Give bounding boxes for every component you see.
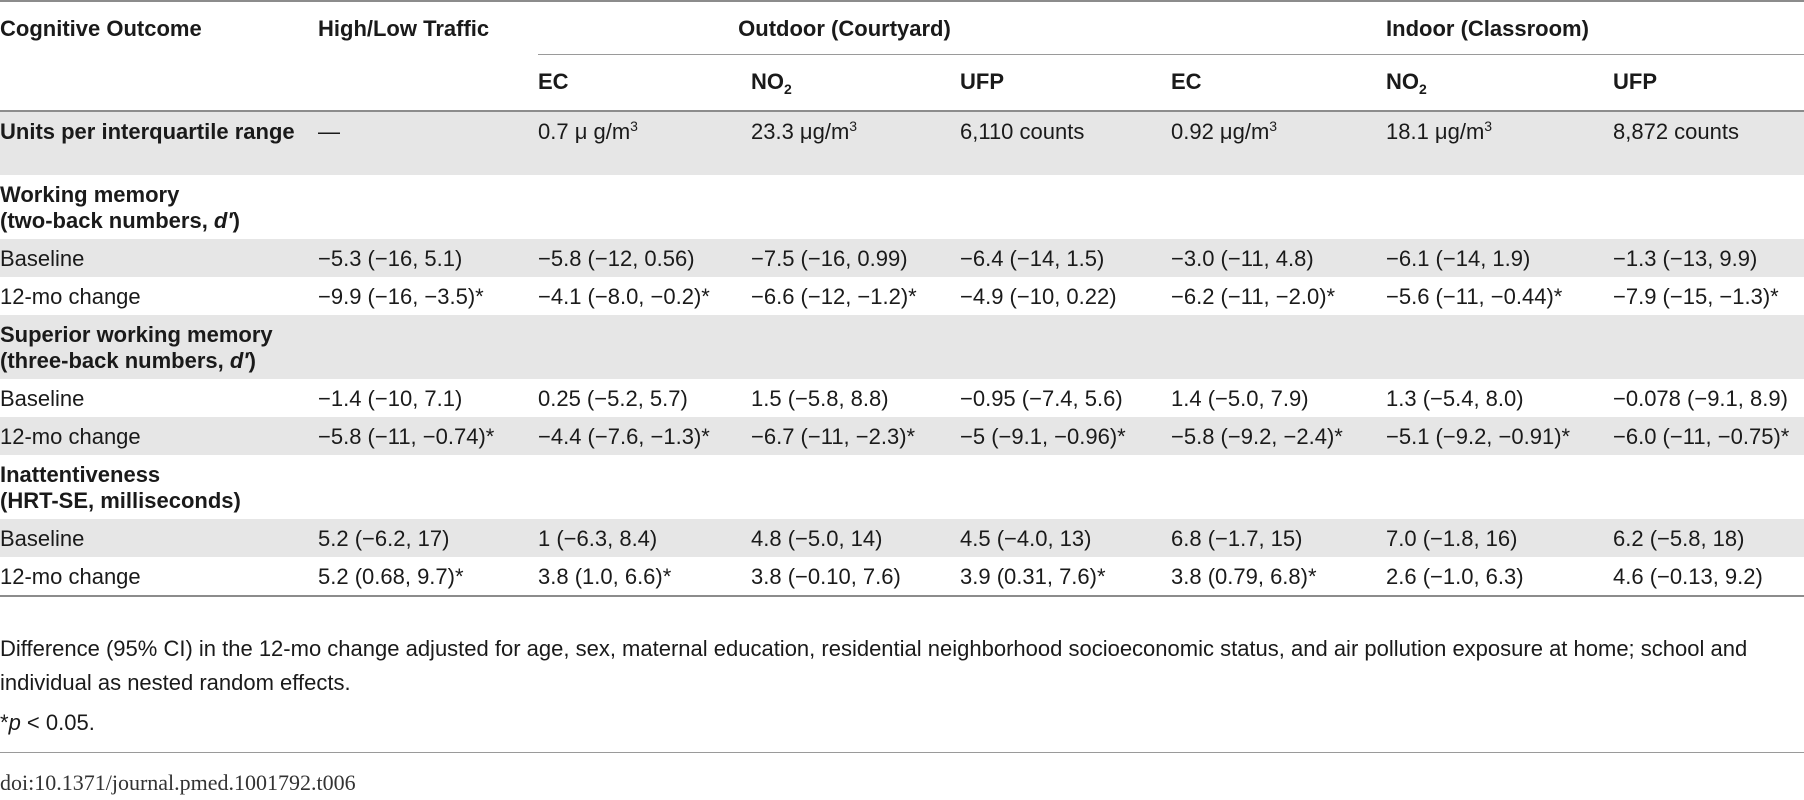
- table-cell: 1.5 (−5.8, 8.8): [751, 386, 889, 411]
- section-header-inattentiveness: Inattentiveness (HRT-SE, milliseconds): [0, 455, 1804, 519]
- column-header-outdoor-ufp: UFP: [960, 69, 1004, 94]
- units-row-label: Units per interquartile range: [0, 119, 295, 144]
- table-cell: 6.8 (−1.7, 15): [1171, 526, 1303, 551]
- table-cell: −6.6 (−12, −1.2)*: [751, 284, 917, 309]
- table-cell: 0.25 (−5.2, 5.7): [538, 386, 688, 411]
- table-cell: −6.4 (−14, 1.5): [960, 246, 1105, 271]
- table-cell: −1.4 (−10, 7.1): [318, 386, 463, 411]
- row-label: Baseline: [0, 246, 85, 271]
- row-label: 12-mo change: [0, 564, 141, 589]
- section-header-superior-working-memory: Superior working memory (three-back numbe…: [0, 315, 1804, 379]
- table-cell: −3.0 (−11, 4.8): [1171, 246, 1314, 271]
- table-cell: 7.0 (−1.8, 16): [1386, 526, 1518, 551]
- row-label: 12-mo change: [0, 284, 141, 309]
- column-header-outcome: Cognitive Outcome: [0, 16, 202, 41]
- row-label: 12-mo change: [0, 424, 141, 449]
- column-header-indoor-ec: EC: [1171, 69, 1202, 94]
- table-cell: −6.0 (−11, −0.75)*: [1613, 424, 1790, 449]
- table-cell: 4.8 (−5.0, 14): [751, 526, 883, 551]
- table-cell: −5.3 (−16, 5.1): [318, 246, 463, 271]
- table-cell: 3.9 (0.31, 7.6)*: [960, 564, 1106, 589]
- table-cell: −7.9 (−15, −1.3)*: [1613, 284, 1779, 309]
- table-cell: 1 (−6.3, 8.4): [538, 526, 658, 551]
- table-cell: −6.7 (−11, −2.3)*: [751, 424, 916, 449]
- table-cell: −6.2 (−11, −2.0)*: [1171, 284, 1336, 309]
- table-cell: −5.8 (−9.2, −2.4)*: [1171, 424, 1343, 449]
- table-cell: 3.8 (0.79, 6.8)*: [1171, 564, 1317, 589]
- units-outdoor-ufp: 6,110 counts: [960, 119, 1085, 144]
- doi-link[interactable]: doi:10.1371/journal.pmed.1001792.t006: [0, 770, 356, 795]
- row-label: Baseline: [0, 526, 85, 551]
- table-cell: −7.5 (−16, 0.99): [751, 246, 908, 271]
- table-cell: −1.3 (−13, 9.9): [1613, 246, 1758, 271]
- column-header-indoor-ufp: UFP: [1613, 69, 1657, 94]
- table-cell: −5 (−9.1, −0.96)*: [960, 424, 1126, 449]
- units-indoor-ufp: 8,872 counts: [1613, 119, 1739, 144]
- table-row: Baseline 5.2 (−6.2, 17) 1 (−6.3, 8.4) 4.…: [0, 519, 1804, 557]
- table-cell: 2.6 (−1.0, 6.3): [1386, 564, 1524, 589]
- table-cell: −4.1 (−8.0, −0.2)*: [538, 284, 710, 309]
- table-cell: −5.8 (−11, −0.74)*: [318, 424, 495, 449]
- footnote-significance: *p < 0.05.: [0, 710, 95, 735]
- table-cell: −6.1 (−14, 1.9): [1386, 246, 1531, 271]
- table-cell: 3.8 (1.0, 6.6)*: [538, 564, 672, 589]
- divider: [0, 752, 1804, 753]
- results-table: Cognitive Outcome High/Low Traffic Outdo…: [0, 0, 1804, 598]
- table-row: 12-mo change −5.8 (−11, −0.74)* −4.4 (−7…: [0, 417, 1804, 455]
- table-cell: −0.078 (−9.1, 8.9): [1613, 386, 1788, 411]
- column-header-outdoor-no2: NO2: [751, 69, 792, 97]
- table-cell: −4.9 (−10, 0.22): [960, 284, 1117, 309]
- footnote-adjustment: Difference (95% CI) in the 12-mo change …: [0, 636, 1748, 695]
- section-header-working-memory: Working memory (two-back numbers, d′): [0, 175, 1804, 239]
- table-cell: 3.8 (−0.10, 7.6): [751, 564, 901, 589]
- table-row: 12-mo change −9.9 (−16, −3.5)* −4.1 (−8.…: [0, 277, 1804, 315]
- units-indoor-no2: 18.1 μg/m3: [1386, 118, 1493, 144]
- header-row-groups: Cognitive Outcome High/Low Traffic Outdo…: [0, 2, 1804, 55]
- table-cell: −0.95 (−7.4, 5.6): [960, 386, 1123, 411]
- table-row: Baseline −5.3 (−16, 5.1) −5.8 (−12, 0.56…: [0, 239, 1804, 277]
- units-indoor-ec: 0.92 μg/m3: [1171, 118, 1278, 144]
- units-row: Units per interquartile range — 0.7 μ g/…: [0, 112, 1804, 175]
- table-cell: 4.6 (−0.13, 9.2): [1613, 564, 1763, 589]
- table-cell: −9.9 (−16, −3.5)*: [318, 284, 484, 309]
- units-outdoor-ec: 0.7 μ g/m3: [538, 118, 638, 144]
- table-cell: 5.2 (−6.2, 17): [318, 526, 450, 551]
- table-cell: 6.2 (−5.8, 18): [1613, 526, 1745, 551]
- table-cell: −5.8 (−12, 0.56): [538, 246, 695, 271]
- section-title: Inattentiveness (HRT-SE, milliseconds): [0, 462, 241, 513]
- group-header-indoor: Indoor (Classroom): [1386, 16, 1589, 41]
- table-cell: −5.6 (−11, −0.44)*: [1386, 284, 1563, 309]
- units-traffic: —: [318, 119, 340, 144]
- section-title: Working memory (two-back numbers, d′): [0, 182, 240, 233]
- table-cell: 4.5 (−4.0, 13): [960, 526, 1092, 551]
- section-title: Superior working memory (three-back numbe…: [0, 322, 273, 373]
- table-cell: −5.1 (−9.2, −0.91)*: [1386, 424, 1571, 449]
- table-row: 12-mo change 5.2 (0.68, 9.7)* 3.8 (1.0, …: [0, 557, 1804, 596]
- table-cell: −4.4 (−7.6, −1.3)*: [538, 424, 710, 449]
- group-header-outdoor: Outdoor (Courtyard): [738, 16, 951, 41]
- table-row: Baseline −1.4 (−10, 7.1) 0.25 (−5.2, 5.7…: [0, 379, 1804, 417]
- row-label: Baseline: [0, 386, 85, 411]
- column-header-indoor-no2: NO2: [1386, 69, 1427, 97]
- table-cell: 5.2 (0.68, 9.7)*: [318, 564, 464, 589]
- header-row-pollutants: EC NO2 UFP EC NO2 UFP: [0, 55, 1804, 112]
- table-cell: 1.3 (−5.4, 8.0): [1386, 386, 1524, 411]
- column-header-traffic: High/Low Traffic: [318, 16, 490, 41]
- column-header-outdoor-ec: EC: [538, 69, 569, 94]
- table-cell: 1.4 (−5.0, 7.9): [1171, 386, 1309, 411]
- units-outdoor-no2: 23.3 μg/m3: [751, 118, 858, 144]
